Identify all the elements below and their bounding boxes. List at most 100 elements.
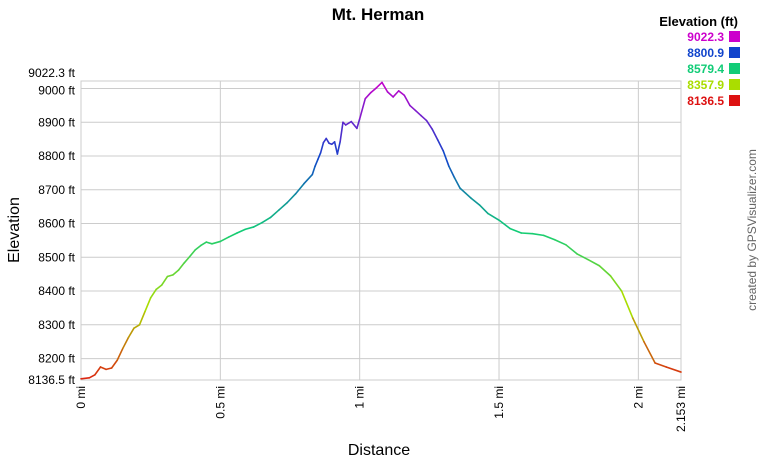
elevation-segment: [116, 347, 124, 362]
elevation-segment: [453, 176, 461, 189]
y-tick-label: 8900 ft: [38, 115, 75, 129]
elevation-segment: [219, 236, 230, 243]
elevation-segment: [80, 377, 91, 380]
legend-label: 8357.9: [687, 78, 724, 92]
elevation-segment: [200, 241, 208, 247]
elevation-segment: [403, 94, 411, 107]
elevation-segment: [294, 182, 305, 195]
elevation-segment: [470, 197, 481, 206]
elevation-segment: [244, 226, 255, 231]
legend: 9022.3 8800.9 8579.4 8357.9 8136.5: [687, 30, 740, 108]
elevation-segment: [386, 91, 394, 98]
elevation-segment: [325, 137, 330, 145]
legend-swatch: [729, 95, 740, 106]
y-tick-label: 8400 ft: [38, 284, 75, 298]
plot-frame: [80, 80, 682, 381]
elevation-segment: [94, 366, 102, 376]
elevation-segment: [344, 120, 353, 126]
x-tick-label: 0.5 mi: [213, 386, 227, 419]
elevation-segment: [442, 150, 450, 167]
elevation-segment: [478, 204, 489, 215]
elevation-segment: [127, 327, 135, 339]
elevation-segment: [261, 216, 272, 224]
elevation-segment: [278, 201, 289, 211]
elevation-segment: [565, 244, 578, 255]
elevation-segment: [252, 221, 263, 228]
elevation-segment: [654, 362, 668, 368]
elevation-segment: [122, 336, 130, 350]
elevation-segment: [356, 118, 361, 130]
elevation-segment: [269, 209, 280, 219]
elevation-segment: [509, 227, 523, 234]
credit-text: created by GPSVisualizer.com: [745, 149, 759, 311]
elevation-segment: [110, 359, 119, 369]
y-tick-label: 8300 ft: [38, 318, 75, 332]
elevation-segment: [188, 249, 197, 258]
x-tick-label: 1.5 mi: [492, 386, 506, 419]
elevation-segment: [314, 158, 319, 167]
elevation-segment: [227, 232, 238, 238]
legend-swatch: [729, 79, 740, 90]
elevation-segment: [172, 269, 180, 276]
elevation-segment: [177, 262, 185, 271]
elevation-segment: [99, 366, 107, 371]
elevation-segment: [431, 128, 439, 141]
elevation-segment: [464, 192, 472, 200]
elevation-segment: [149, 288, 158, 299]
elevation-segment: [381, 81, 389, 93]
elevation-segment: [425, 119, 433, 130]
elevation-segment: [336, 140, 341, 155]
elevation-segment: [553, 238, 567, 246]
elevation-segment: [487, 212, 500, 221]
elevation-segment: [333, 141, 339, 155]
y-tick-label: 8700 ft: [38, 183, 75, 197]
elevation-segment: [414, 109, 422, 117]
elevation-segment: [542, 234, 556, 241]
legend-label: 9022.3: [687, 30, 724, 44]
elevation-segment: [609, 275, 623, 292]
elevation-segment: [576, 253, 589, 261]
elevation-segment: [643, 340, 656, 364]
elevation-segment: [236, 228, 247, 234]
y-tick-label: 9022.3 ft: [28, 66, 75, 80]
elevation-segment: [358, 97, 367, 120]
y-tick-label: 8200 ft: [38, 352, 75, 366]
elevation-segment: [105, 367, 113, 371]
elevation-segment: [339, 121, 344, 143]
y-tick-label: 9000 ft: [38, 84, 75, 98]
y-tick-label: 8136.5 ft: [28, 373, 75, 387]
x-tick-label: 2 mi: [631, 386, 645, 409]
elevation-segment: [286, 193, 297, 204]
elevation-segment: [303, 173, 314, 185]
elevation-segment: [397, 90, 406, 97]
y-tick-labels: 8136.5 ft 8200 ft 8300 ft 8400 ft 8500 ft 860…: [28, 66, 75, 387]
elevation-segment: [392, 90, 400, 98]
elevation-segment: [665, 366, 682, 373]
elevation-segment: [459, 187, 467, 194]
elevation-segment: [161, 275, 169, 286]
legend-label: 8579.4: [687, 62, 724, 76]
x-tick-label: 0 mi: [74, 386, 88, 409]
elevation-segment: [498, 219, 511, 230]
elevation-segment: [364, 91, 372, 100]
elevation-segment: [448, 165, 456, 179]
x-tick-labels: 0 mi 0.5 mi 1 mi 1.5 mi 2 mi 2.153 mi: [74, 386, 688, 432]
legend-label: 8136.5: [687, 94, 724, 108]
elevation-segment: [375, 81, 383, 89]
x-tick-label: 2.153 mi: [674, 386, 688, 432]
elevation-segment: [183, 255, 191, 264]
legend-swatch: [729, 47, 740, 58]
x-tick-label: 1 mi: [353, 386, 367, 409]
elevation-segment: [520, 232, 534, 235]
elevation-segment: [370, 87, 378, 94]
elevation-segment: [436, 139, 445, 152]
elevation-segment: [138, 310, 146, 326]
legend-swatch: [729, 63, 740, 74]
elevation-segment: [166, 274, 174, 278]
legend-label: 8800.9: [687, 46, 724, 60]
elevation-segment: [211, 240, 222, 245]
elevation-segment: [598, 264, 612, 277]
elevation-segment: [409, 104, 417, 112]
elevation-segment: [631, 317, 645, 343]
